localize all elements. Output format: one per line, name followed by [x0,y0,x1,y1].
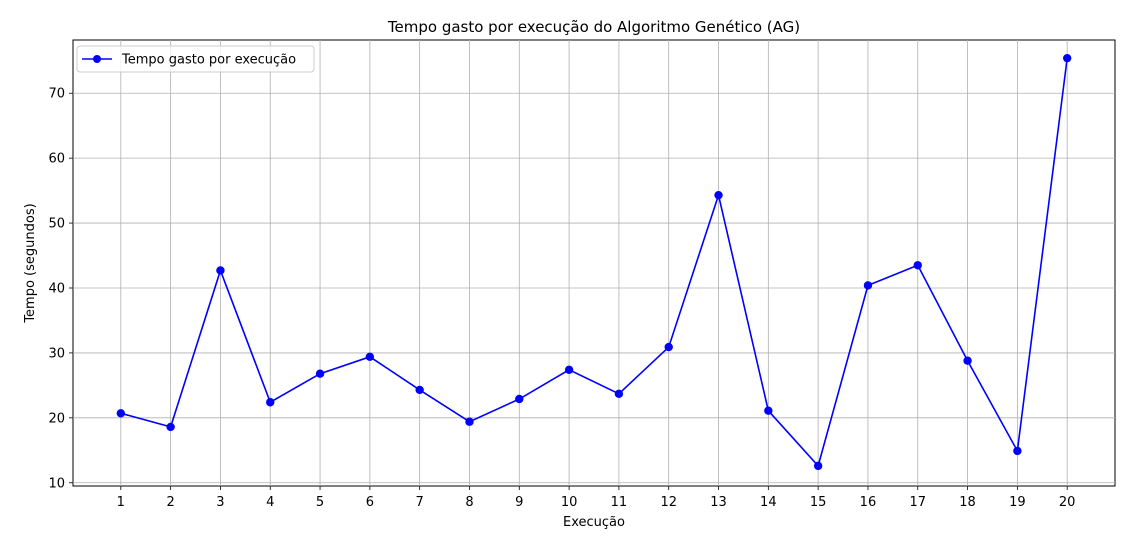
x-tick-label: 9 [515,495,523,510]
x-tick-label: 16 [860,495,877,510]
y-tick-label: 60 [48,152,65,167]
y-tick-label: 70 [48,87,65,102]
data-point [1013,446,1022,456]
data-point [863,281,873,290]
x-tick-label: 1 [117,495,125,510]
x-tick-label: 17 [909,495,926,510]
data-point [216,266,225,275]
series-group [116,53,1072,471]
x-tick-label: 14 [760,495,777,510]
series-line [120,58,1068,468]
y-tick-label: 30 [48,346,65,361]
data-point [315,369,325,378]
data-point [764,406,773,415]
y-tick-label: 40 [48,281,65,296]
data-point [913,261,922,270]
data-point [564,365,574,374]
x-tick-label: 8 [465,495,473,510]
data-point [813,461,823,471]
x-tick-label: 6 [366,495,374,510]
plot-area [72,39,1116,487]
x-tick-label: 5 [316,495,324,510]
x-tick-label: 12 [660,495,677,510]
x-axis-label: Execução [563,515,625,530]
x-tick-label: 7 [416,495,424,510]
data-point [714,190,723,200]
legend: Tempo gasto por execução [76,45,315,73]
x-tick-label: 13 [710,495,727,510]
data-point [116,409,126,418]
legend-label: Tempo gasto por execução [121,53,296,68]
grid [73,40,1115,486]
x-tick-label: 20 [1059,495,1076,510]
x-tick-label: 18 [959,495,976,510]
chart-title: Tempo gasto por execução do Algoritmo Ge… [387,18,800,36]
y-axis: 10 20 30 40 50 60 70 [48,87,73,491]
y-tick-label: 50 [48,217,65,232]
legend-box [76,45,315,73]
data-point [166,422,175,432]
data-point [664,342,673,352]
x-tick-label: 4 [266,495,274,510]
y-tick-label: 20 [48,411,65,426]
data-point [1062,53,1072,63]
x-tick-label: 11 [611,495,628,510]
data-point [415,385,424,395]
data-point [365,352,375,362]
x-tick-label: 10 [561,495,578,510]
x-tick-label: 15 [810,495,827,510]
x-axis: 1 2 3 4 5 6 7 8 9 10 11 12 13 14 15 16 17 18 19 20 [117,486,1076,510]
x-tick-label: 3 [216,495,224,510]
x-tick-label: 19 [1009,495,1026,510]
x-tick-label: 2 [166,495,174,510]
y-tick-label: 10 [48,476,65,491]
data-point [963,356,972,365]
data-point [515,394,524,404]
data-point [614,389,624,399]
y-axis-label: Tempo (segundos) [23,203,38,323]
legend-marker [93,55,101,63]
data-point [266,398,275,407]
data-point [465,417,474,426]
